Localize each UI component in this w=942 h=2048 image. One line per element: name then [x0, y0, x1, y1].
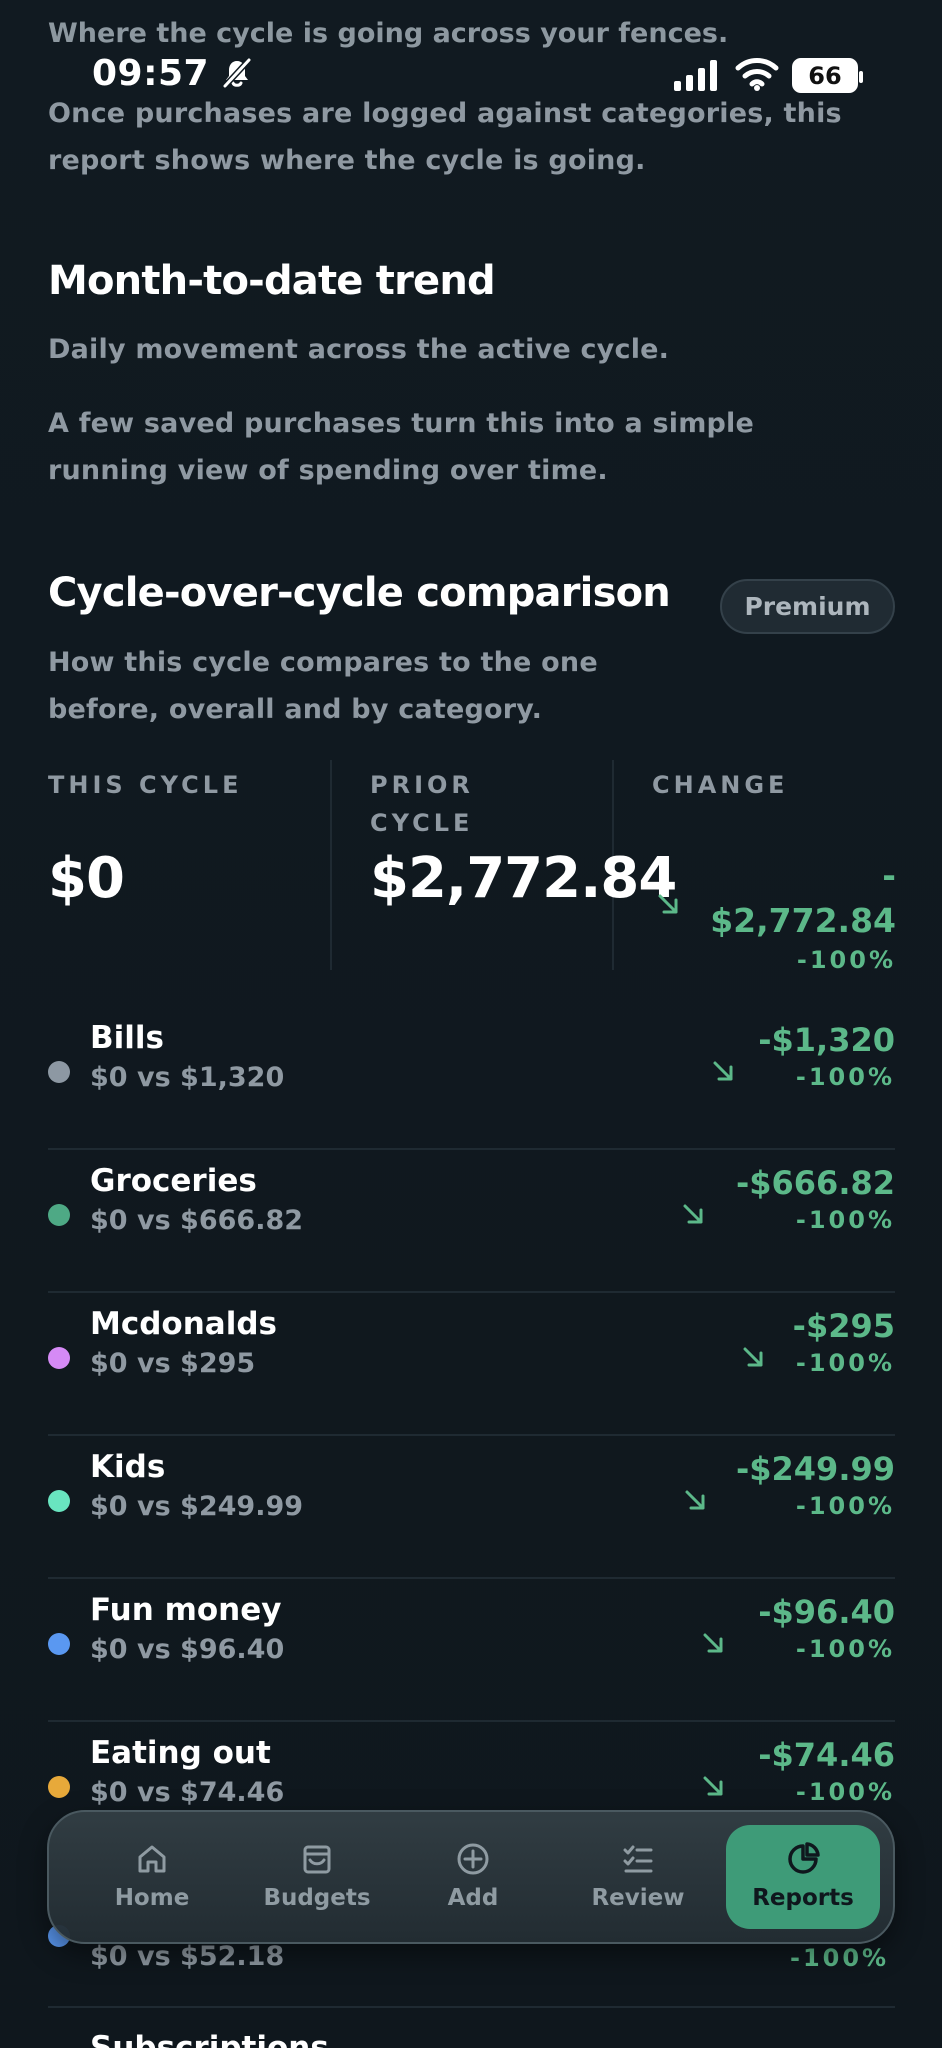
- tab-review[interactable]: Review: [561, 1825, 715, 1929]
- category-comparison: $0 vs $249.99: [90, 1491, 304, 1522]
- category-comparison: $0 vs $1,320: [90, 1062, 285, 1093]
- category-name: Fun money: [90, 1592, 282, 1628]
- category-change-percent: -100%: [795, 1492, 895, 1520]
- category-change: -$96.40 -100%: [675, 1593, 895, 1666]
- mcdonalds-color-dot: [48, 1347, 70, 1369]
- metric-divider: [330, 760, 332, 970]
- category-change: -$666.82 -100%: [675, 1164, 895, 1237]
- next-category-title: Subscriptions: [90, 2030, 329, 2048]
- category-row-bills[interactable]: Bills $0 vs $1,320 -$1,320 -100%: [48, 1007, 895, 1150]
- category-row-eating-out[interactable]: Eating out $0 vs $74.46 -$74.46 -100%: [48, 1722, 895, 1865]
- category-change: -$1,320 -100%: [675, 1021, 895, 1094]
- pie-chart-icon: [788, 1842, 820, 1874]
- category-change-amount: -$666.82: [735, 1164, 895, 1202]
- down-right-arrow-icon: [713, 1061, 733, 1081]
- category-change-percent: -100%: [795, 1206, 895, 1234]
- metric-divider: [612, 760, 614, 970]
- down-right-arrow-icon: [703, 1776, 723, 1796]
- silent-bell-icon: [222, 57, 252, 89]
- tab-label: Reports: [752, 1885, 854, 1911]
- category-summary-text: Once purchases are logged against catego…: [48, 98, 842, 176]
- month-to-date-subtitle: Daily movement across the active cycle.: [48, 334, 670, 365]
- category-row-kids[interactable]: Kids $0 vs $249.99 -$249.99 -100%: [48, 1436, 895, 1579]
- category-row-groceries[interactable]: Groceries $0 vs $666.82 -$666.82 -100%: [48, 1150, 895, 1293]
- category-change: -$295 -100%: [675, 1307, 895, 1380]
- cycle-comparison-subtitle: How this cycle compares to the one befor…: [48, 647, 598, 725]
- category-change: -$249.99 -100%: [675, 1450, 895, 1523]
- wifi-icon: [735, 58, 779, 91]
- eating-out-color-dot: [48, 1776, 70, 1798]
- home-icon: [138, 1845, 166, 1873]
- category-row-mcdonalds[interactable]: Mcdonalds $0 vs $295 -$295 -100%: [48, 1293, 895, 1436]
- cycle-comparison-title: Cycle-over-cycle comparison: [48, 570, 671, 616]
- category-row-fun-money[interactable]: Fun money $0 vs $96.40 -$96.40 -100%: [48, 1579, 895, 1722]
- tab-label: Home: [114, 1885, 190, 1911]
- row-divider: [48, 2006, 895, 2008]
- category-change-percent: -100%: [795, 1349, 895, 1377]
- status-time: 09:57: [92, 53, 210, 94]
- premium-badge[interactable]: Premium: [720, 579, 895, 634]
- down-right-arrow-icon: [658, 894, 678, 914]
- bottom-tab-bar: Home Budgets Add Review: [47, 1810, 895, 1944]
- bills-color-dot: [48, 1061, 70, 1083]
- month-to-date-description: A few saved purchases turn this into a s…: [48, 408, 755, 486]
- category-change-amount: -$295: [792, 1307, 895, 1345]
- battery-icon: 66: [792, 58, 863, 93]
- tab-home[interactable]: Home: [75, 1825, 229, 1929]
- change-label: CHANGE: [652, 771, 789, 799]
- overall-change-prefix: -: [882, 856, 896, 895]
- tab-reports[interactable]: Reports: [726, 1825, 880, 1929]
- tab-label: Review: [591, 1885, 685, 1911]
- hidden-category-comparison: $0 vs $52.18: [90, 1941, 285, 1972]
- prior-cycle-label: PRIOR CYCLE: [370, 771, 474, 837]
- cellular-signal-icon: [674, 60, 717, 91]
- checklist-icon: [623, 1845, 653, 1873]
- category-name: Kids: [90, 1449, 166, 1485]
- tab-label: Add: [447, 1885, 499, 1911]
- down-right-arrow-icon: [685, 1490, 705, 1510]
- month-to-date-title: Month-to-date trend: [48, 258, 496, 304]
- down-right-arrow-icon: [743, 1347, 763, 1367]
- this-cycle-label: THIS CYCLE: [48, 771, 243, 799]
- category-change-amount: -$249.99: [735, 1450, 895, 1488]
- prior-cycle-value: $2,772.84: [370, 846, 677, 911]
- overall-change-percent: -100%: [796, 946, 896, 974]
- add-circle-icon: [457, 1843, 489, 1875]
- battery-level: 66: [808, 61, 842, 90]
- category-name: Eating out: [90, 1735, 271, 1771]
- category-comparison: $0 vs $74.46: [90, 1777, 285, 1808]
- wallet-icon: [303, 1845, 331, 1874]
- category-change-percent: -100%: [795, 1778, 895, 1806]
- category-change: -$74.46 -100%: [675, 1736, 895, 1809]
- category-change-percent: -100%: [795, 1063, 895, 1091]
- groceries-color-dot: [48, 1204, 70, 1226]
- category-name: Groceries: [90, 1163, 257, 1199]
- overall-change-value: - $2,772.84 -100%: [706, 853, 896, 977]
- down-right-arrow-icon: [703, 1633, 723, 1653]
- category-comparison: $0 vs $666.82: [90, 1205, 304, 1236]
- kids-color-dot: [48, 1490, 70, 1512]
- category-name: Bills: [90, 1020, 164, 1056]
- category-change-amount: -$74.46: [758, 1736, 895, 1774]
- fun-money-color-dot: [48, 1633, 70, 1655]
- category-summary-heading: Where the cycle is going across your fen…: [48, 18, 729, 49]
- category-comparison: $0 vs $96.40: [90, 1634, 285, 1665]
- this-cycle-value: $0: [48, 846, 125, 911]
- category-change-percent: -100%: [795, 1635, 895, 1663]
- down-right-arrow-icon: [683, 1204, 703, 1224]
- tab-budgets[interactable]: Budgets: [240, 1825, 394, 1929]
- hidden-category-percent: -100%: [790, 1944, 890, 1972]
- category-change-amount: -$96.40: [758, 1593, 895, 1631]
- tab-label: Budgets: [263, 1885, 371, 1911]
- overall-change-amount: $2,772.84: [710, 901, 896, 940]
- category-name: Mcdonalds: [90, 1306, 277, 1342]
- category-change-amount: -$1,320: [758, 1021, 895, 1059]
- tab-add[interactable]: Add: [396, 1825, 550, 1929]
- category-comparison: $0 vs $295: [90, 1348, 256, 1379]
